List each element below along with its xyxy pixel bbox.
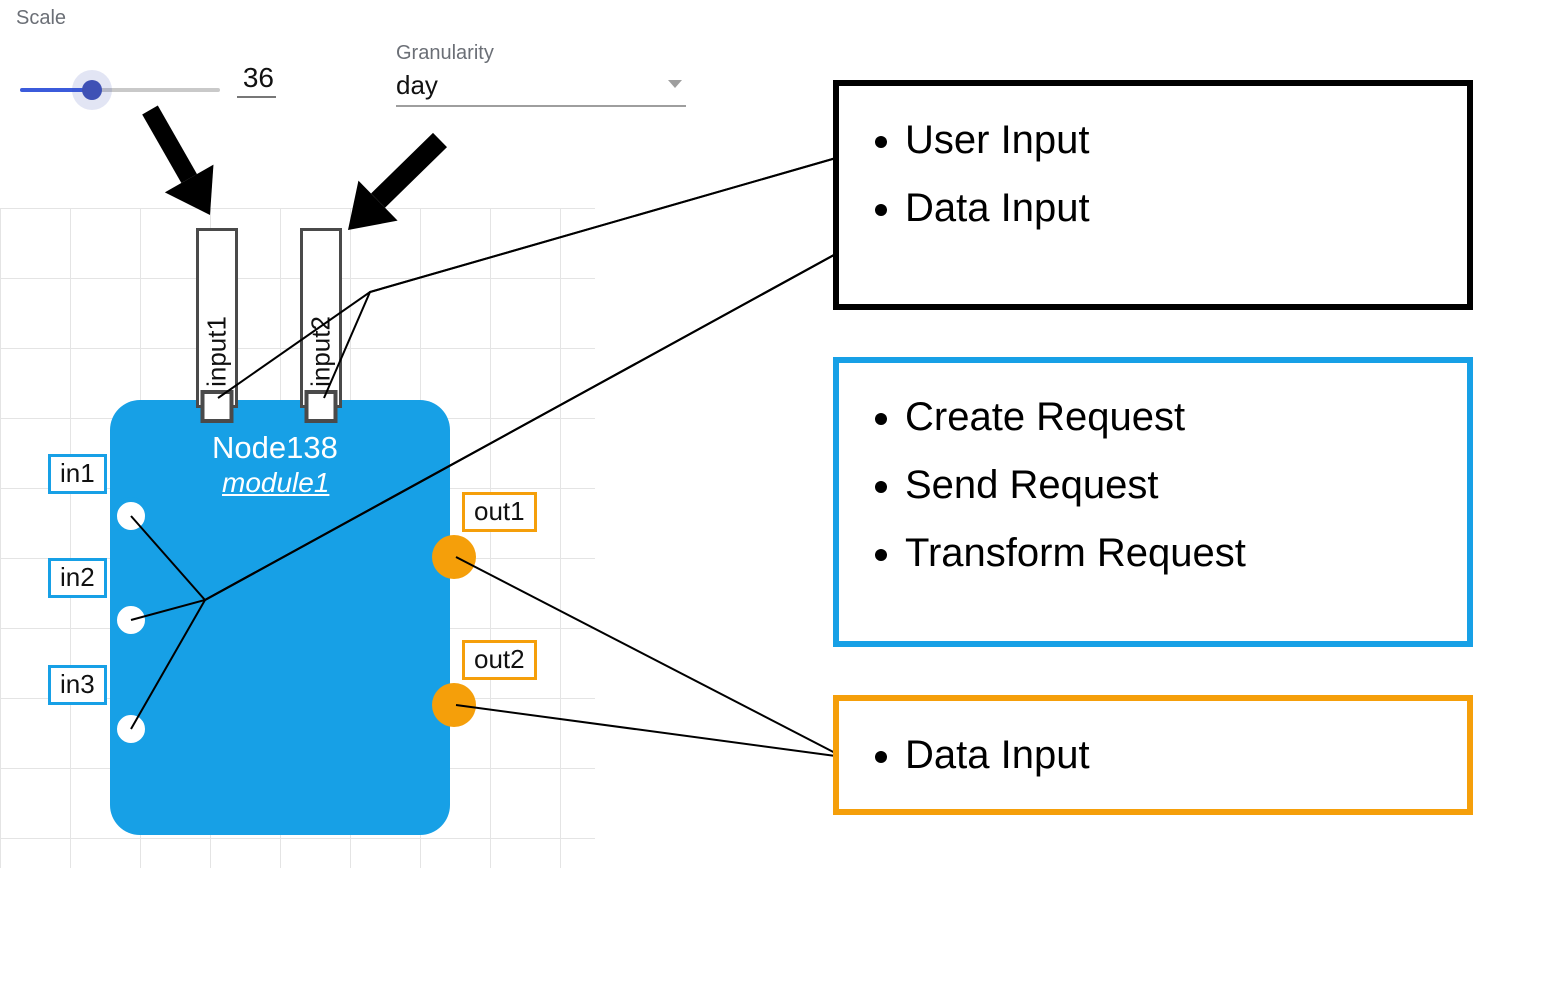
legend-item: Send Request	[905, 451, 1433, 519]
right-output-1-label: out1	[462, 492, 537, 532]
top-input-2-label: input2	[306, 316, 337, 387]
right-output-2-port[interactable]	[432, 683, 476, 727]
legend-item: Create Request	[905, 383, 1433, 451]
scale-slider[interactable]	[20, 70, 220, 110]
right-output-2-label: out2	[462, 640, 537, 680]
scale-value[interactable]: 36	[237, 62, 276, 98]
legend-item: User Input	[905, 106, 1433, 174]
legend-out-data-input: Data Input	[833, 695, 1473, 815]
left-input-1-label: in1	[48, 454, 107, 494]
left-input-1-port[interactable]	[112, 497, 150, 535]
node-title: Node138	[212, 430, 338, 466]
left-input-2-label: in2	[48, 558, 107, 598]
top-input-2[interactable]: input2	[300, 228, 342, 408]
left-input-2-port[interactable]	[112, 601, 150, 639]
scale-label: Scale	[16, 7, 66, 30]
top-input-1-plug[interactable]	[201, 390, 234, 423]
left-input-3-label: in3	[48, 665, 107, 705]
granularity-value: day	[396, 70, 438, 100]
top-input-1-label: input1	[202, 316, 233, 387]
left-input-3-port[interactable]	[112, 710, 150, 748]
diagram-stage: Scale 36 Granularity day Node138 module1…	[0, 0, 1551, 986]
granularity-dropdown[interactable]: day	[396, 70, 686, 107]
node-module-link[interactable]: module1	[222, 467, 329, 499]
chevron-down-icon	[668, 80, 682, 88]
top-input-1[interactable]: input1	[196, 228, 238, 408]
legend-item: Data Input	[905, 174, 1433, 242]
right-output-1-port[interactable]	[432, 535, 476, 579]
granularity-label: Granularity	[396, 42, 494, 65]
legend-item: Data Input	[905, 721, 1433, 789]
legend-item: Transform Request	[905, 519, 1433, 587]
legend-user-data-input: User Input Data Input	[833, 80, 1473, 310]
top-input-2-plug[interactable]	[305, 390, 338, 423]
legend-request-ops: Create Request Send Request Transform Re…	[833, 357, 1473, 647]
